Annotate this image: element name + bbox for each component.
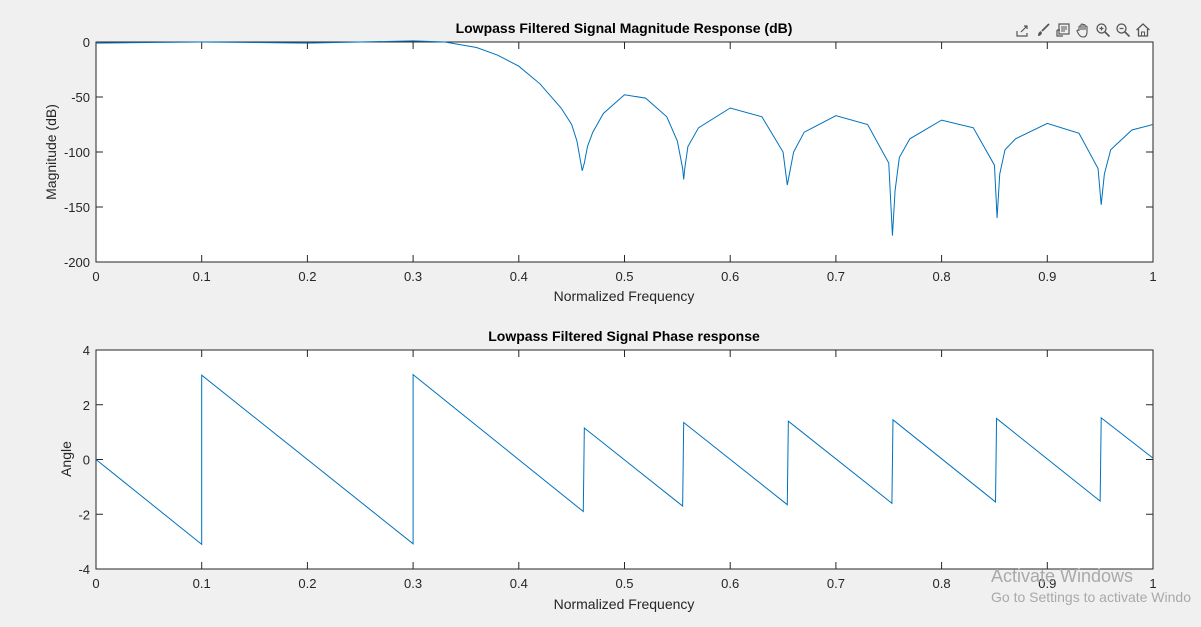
magnitude-x-tick-label: 0 [92, 269, 99, 284]
pan-icon [1075, 23, 1088, 38]
phase-y-ticks: 4 2 0 -2 -4 [78, 343, 1153, 577]
home-button[interactable] [1133, 21, 1152, 40]
magnitude-plot-area[interactable] [95, 41, 1154, 263]
datatip-icon [1055, 23, 1070, 37]
phase-x-tick-label: 0.7 [827, 576, 845, 591]
zoom-in-icon [1095, 23, 1110, 38]
phase-x-ticks: 0 0.1 0.2 0.3 0.4 0.5 0.6 0.7 0.8 0.9 1 [92, 350, 1157, 591]
magnitude-x-tick-label: 0.1 [193, 269, 211, 284]
phase-x-tick-label: 0.4 [510, 576, 528, 591]
magnitude-series-line [95, 40, 1154, 236]
magnitude-y-ticks: 0 -50 -100 -150 -200 [64, 35, 1153, 270]
phase-x-tick-label: 0.1 [193, 576, 211, 591]
zoom-out-button[interactable] [1113, 21, 1132, 40]
pan-button[interactable] [1073, 21, 1092, 40]
magnitude-y-tick-label: -100 [64, 145, 90, 160]
magnitude-x-tick-label: 0.2 [298, 269, 316, 284]
zoom-out-icon [1115, 23, 1130, 38]
phase-y-tick-label: -4 [78, 562, 90, 577]
export-button[interactable] [1013, 21, 1032, 40]
magnitude-y-tick-label: 0 [83, 35, 90, 50]
magnitude-x-tick-label: 0.6 [721, 269, 739, 284]
brush-button[interactable] [1033, 21, 1052, 40]
datatip-button[interactable] [1053, 21, 1072, 40]
magnitude-x-tick-label: 0.9 [1038, 269, 1056, 284]
magnitude-x-tick-label: 0.5 [615, 269, 633, 284]
axes-toolbar [1013, 20, 1152, 40]
phase-x-tick-label: 0.8 [933, 576, 951, 591]
magnitude-y-tick-label: -50 [71, 90, 90, 105]
magnitude-axes: 0 0.1 0.2 0.3 0.4 0.5 0.6 0.7 0.8 0.9 1 0 -50 -100 -1… [43, 20, 1157, 304]
phase-y-tick-label: 4 [83, 343, 90, 358]
magnitude-x-tick-label: 0.7 [827, 269, 845, 284]
phase-axes: 0 0.1 0.2 0.3 0.4 0.5 0.6 0.7 0.8 0.9 1 4 2 0 -2 -4 Lo… [58, 328, 1157, 612]
phase-x-tick-label: 0.9 [1038, 576, 1056, 591]
home-icon [1135, 23, 1150, 37]
magnitude-title: Lowpass Filtered Signal Magnitude Respon… [456, 20, 793, 36]
phase-x-tick-label: 0.3 [404, 576, 422, 591]
brush-icon [1037, 23, 1050, 36]
magnitude-x-tick-label: 1 [1149, 269, 1156, 284]
zoom-in-button[interactable] [1093, 21, 1112, 40]
magnitude-y-axis-label: Magnitude (dB) [43, 104, 59, 200]
phase-x-tick-label: 0.2 [298, 576, 316, 591]
phase-series-line [95, 373, 1154, 546]
magnitude-y-tick-label: -150 [64, 200, 90, 215]
magnitude-x-tick-label: 0.3 [404, 269, 422, 284]
magnitude-y-tick-label: -200 [64, 255, 90, 270]
export-icon [1015, 25, 1028, 37]
phase-y-tick-label: 0 [83, 453, 90, 468]
magnitude-x-tick-label: 0.8 [933, 269, 951, 284]
phase-x-tick-label: 0 [92, 576, 99, 591]
phase-y-axis-label: Angle [58, 441, 74, 477]
phase-x-tick-label: 0.5 [615, 576, 633, 591]
magnitude-x-axis-label: Normalized Frequency [554, 288, 695, 304]
phase-y-tick-label: -2 [78, 507, 90, 522]
phase-x-axis-label: Normalized Frequency [554, 596, 695, 612]
phase-x-tick-label: 1 [1149, 576, 1156, 591]
magnitude-x-ticks: 0 0.1 0.2 0.3 0.4 0.5 0.6 0.7 0.8 0.9 1 [92, 42, 1157, 284]
phase-y-tick-label: 2 [83, 398, 90, 413]
phase-title: Lowpass Filtered Signal Phase response [488, 328, 760, 344]
phase-x-tick-label: 0.6 [721, 576, 739, 591]
magnitude-x-tick-label: 0.4 [510, 269, 528, 284]
